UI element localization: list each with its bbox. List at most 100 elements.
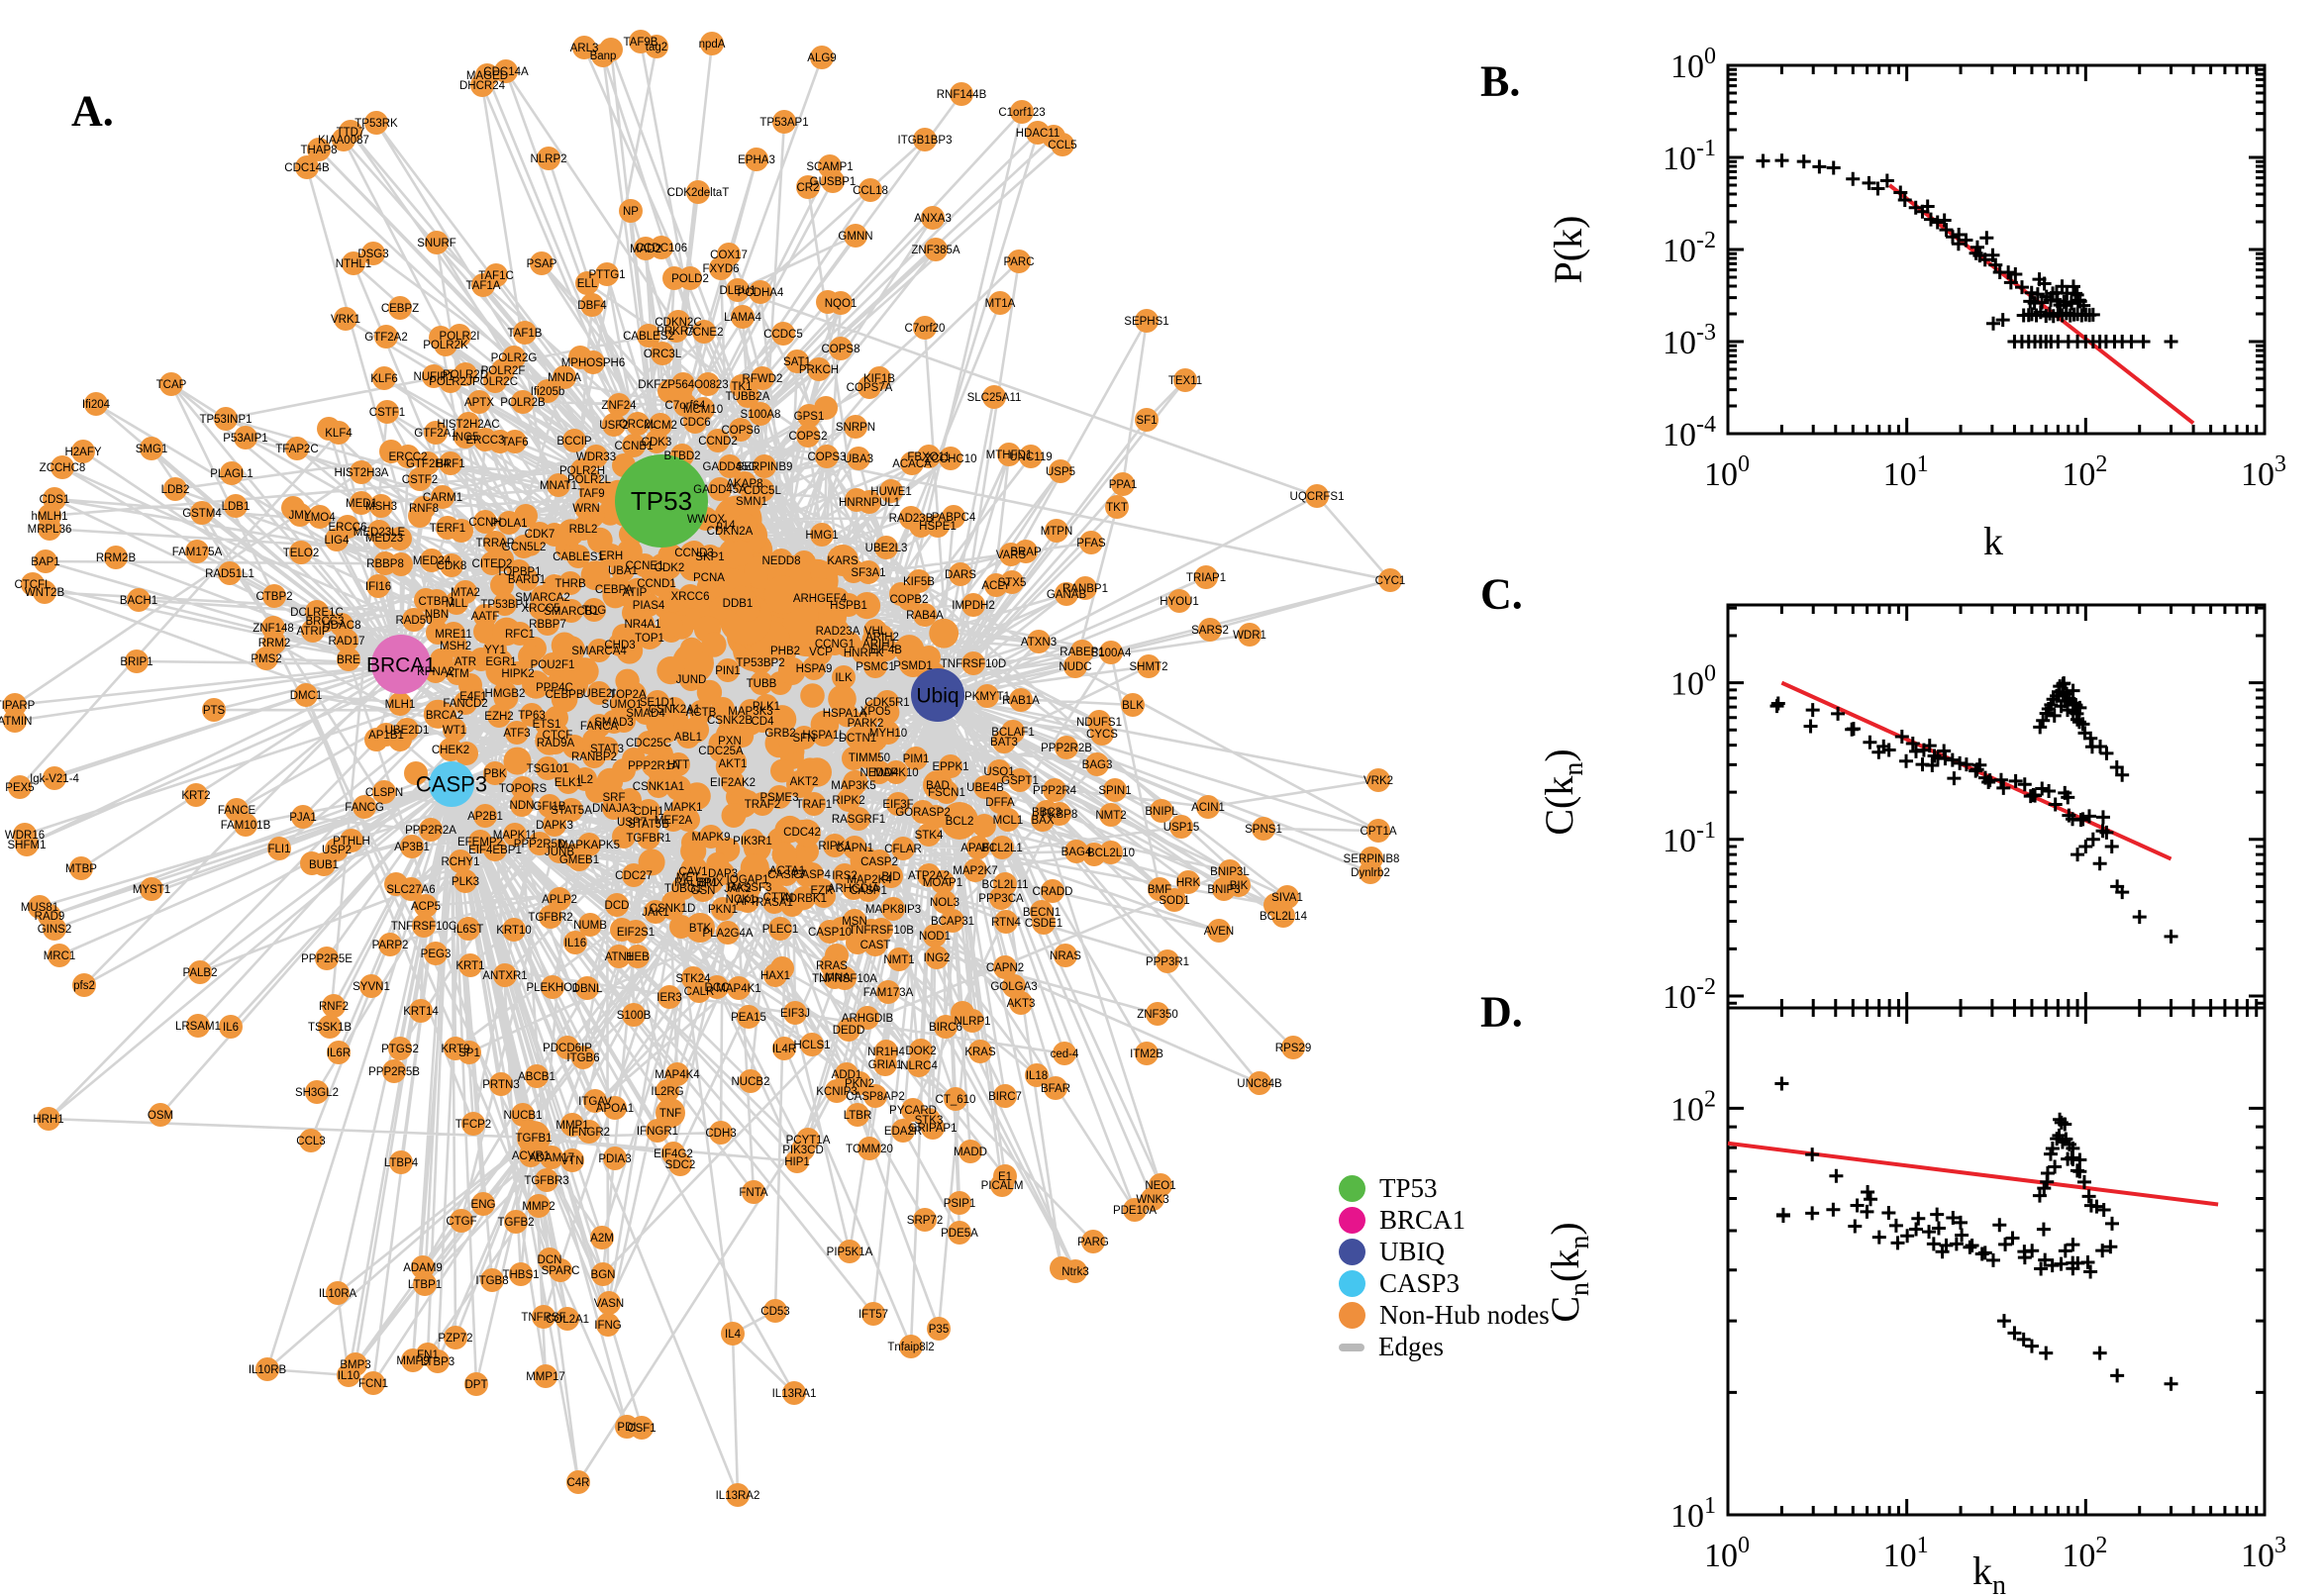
svg-text:CSNK2B: CSNK2B — [707, 715, 753, 727]
svg-text:CCNH: CCNH — [468, 517, 501, 529]
svg-text:RALBP1: RALBP1 — [674, 877, 718, 889]
svg-text:TOMM20: TOMM20 — [846, 1144, 893, 1155]
svg-text:SPIN1: SPIN1 — [1098, 785, 1131, 797]
svg-text:CALR: CALR — [684, 986, 715, 998]
svg-text:CDH3: CDH3 — [705, 1128, 736, 1140]
svg-text:COPS2: COPS2 — [789, 431, 828, 443]
svg-text:IFNGR2: IFNGR2 — [568, 1127, 610, 1139]
svg-text:HDAC11: HDAC11 — [1016, 128, 1060, 140]
svg-text:JUNB: JUNB — [545, 847, 574, 858]
svg-text:PRKCH: PRKCH — [799, 364, 839, 376]
svg-text:MED24: MED24 — [413, 555, 452, 567]
svg-text:ADAM17: ADAM17 — [529, 1152, 574, 1164]
svg-text:RFWD2: RFWD2 — [743, 373, 783, 385]
svg-text:C4R: C4R — [566, 1477, 589, 1489]
svg-text:ATN1: ATN1 — [605, 951, 634, 963]
legend-item-edges: Edges — [1339, 1332, 1444, 1362]
svg-text:MCM10: MCM10 — [683, 404, 723, 416]
svg-text:CLSPN: CLSPN — [365, 787, 403, 799]
svg-text:102: 102 — [2062, 451, 2107, 493]
svg-text:MAPK10: MAPK10 — [873, 767, 918, 779]
svg-text:MED23LE: MED23LE — [354, 527, 406, 539]
svg-text:TRRAP: TRRAP — [476, 538, 515, 549]
svg-text:BLK: BLK — [1122, 700, 1144, 712]
svg-text:POU2F1: POU2F1 — [531, 659, 575, 671]
svg-text:MPHOSPH6: MPHOSPH6 — [561, 357, 626, 369]
svg-text:PSME3: PSME3 — [760, 792, 799, 804]
svg-text:CYC1: CYC1 — [1375, 575, 1406, 587]
svg-text:UBA1: UBA1 — [608, 565, 638, 577]
svg-text:SYVN1: SYVN1 — [353, 981, 390, 993]
svg-text:CSDE1: CSDE1 — [1025, 918, 1062, 930]
svg-text:BRF1: BRF1 — [436, 458, 464, 470]
svg-text:CCNG1: CCNG1 — [815, 639, 855, 650]
svg-text:BACH1: BACH1 — [120, 595, 157, 607]
svg-text:PIAS4: PIAS4 — [633, 600, 665, 612]
svg-text:ATR: ATR — [454, 656, 476, 668]
svg-text:PSIP1: PSIP1 — [944, 1198, 976, 1210]
svg-text:VTN: VTN — [561, 1155, 584, 1167]
svg-text:MAD2: MAD2 — [630, 244, 661, 255]
svg-text:AP2B1: AP2B1 — [467, 811, 503, 823]
svg-text:ZCCHC8: ZCCHC8 — [40, 462, 86, 474]
svg-text:IL18: IL18 — [1026, 1070, 1048, 1082]
svg-text:RANBP2: RANBP2 — [571, 751, 617, 763]
svg-text:RAD17: RAD17 — [328, 636, 364, 648]
svg-text:Cn(kn): Cn(kn) — [1543, 1222, 1595, 1322]
svg-text:TOPBP1: TOPBP1 — [496, 566, 541, 578]
svg-text:TERF1: TERF1 — [430, 523, 465, 535]
svg-text:IL13RA1: IL13RA1 — [772, 1388, 817, 1400]
svg-text:SMN1: SMN1 — [736, 496, 767, 508]
svg-text:TUBG1: TUBG1 — [664, 883, 702, 895]
svg-text:TKT: TKT — [1106, 502, 1128, 514]
svg-text:AVEN: AVEN — [1204, 926, 1234, 938]
svg-text:IRS2: IRS2 — [832, 870, 858, 882]
svg-text:CCNB1: CCNB1 — [615, 441, 654, 452]
svg-text:TELO2: TELO2 — [283, 548, 319, 559]
svg-text:NP: NP — [623, 206, 639, 218]
panel-b-label: B. — [1480, 56, 1521, 106]
svg-text:USP5: USP5 — [1046, 466, 1075, 478]
tp53-dot-icon — [1339, 1175, 1365, 1202]
svg-text:CASP8AP2: CASP8AP2 — [846, 1091, 904, 1103]
svg-text:FCN1: FCN1 — [358, 1378, 388, 1390]
svg-text:IFNGR1: IFNGR1 — [637, 1126, 678, 1138]
svg-text:THBS1: THBS1 — [502, 1269, 539, 1281]
svg-text:SMG1: SMG1 — [136, 444, 168, 455]
svg-text:NLRC4: NLRC4 — [900, 1060, 938, 1072]
svg-text:STAT3: STAT3 — [590, 744, 624, 755]
svg-text:FAM101B: FAM101B — [221, 820, 271, 832]
svg-text:BCLAF1: BCLAF1 — [991, 727, 1034, 739]
svg-text:HSPB1: HSPB1 — [830, 600, 867, 612]
svg-text:SH3GL2: SH3GL2 — [295, 1087, 339, 1099]
svg-text:HYOU1: HYOU1 — [1160, 596, 1199, 608]
svg-text:BIK: BIK — [1230, 880, 1249, 892]
svg-text:CCL3: CCL3 — [296, 1136, 325, 1147]
svg-text:KRT1: KRT1 — [455, 960, 484, 972]
svg-text:ITGAV: ITGAV — [578, 1096, 612, 1108]
svg-text:10-4: 10-4 — [1663, 412, 1716, 453]
svg-text:CDC14B: CDC14B — [284, 162, 330, 174]
svg-text:PDIA3: PDIA3 — [598, 1153, 631, 1165]
svg-text:IER3: IER3 — [656, 992, 682, 1004]
svg-text:MNAT1: MNAT1 — [540, 480, 577, 492]
svg-text:POLD2: POLD2 — [671, 273, 709, 285]
svg-text:MCL1: MCL1 — [993, 815, 1024, 827]
svg-text:FLI1: FLI1 — [267, 844, 290, 855]
svg-text:HUWE1: HUWE1 — [870, 486, 912, 498]
svg-text:CASP3: CASP3 — [416, 772, 487, 797]
svg-text:IL2RG: IL2RG — [651, 1086, 683, 1098]
legend-item-ubiq: UBIQ — [1339, 1237, 1445, 1267]
svg-text:WRN: WRN — [572, 503, 599, 515]
svg-text:SNURF: SNURF — [417, 238, 456, 249]
svg-text:BNIP3L: BNIP3L — [1210, 866, 1250, 878]
svg-text:CCDC5: CCDC5 — [763, 329, 803, 341]
svg-text:IMPDH2: IMPDH2 — [952, 600, 994, 612]
svg-text:POLR2J: POLR2J — [429, 376, 471, 388]
svg-text:RBBP7: RBBP7 — [529, 619, 566, 631]
svg-text:GSTM4: GSTM4 — [182, 508, 222, 520]
svg-text:APLP2: APLP2 — [542, 894, 577, 906]
svg-text:HAX1: HAX1 — [760, 970, 790, 982]
